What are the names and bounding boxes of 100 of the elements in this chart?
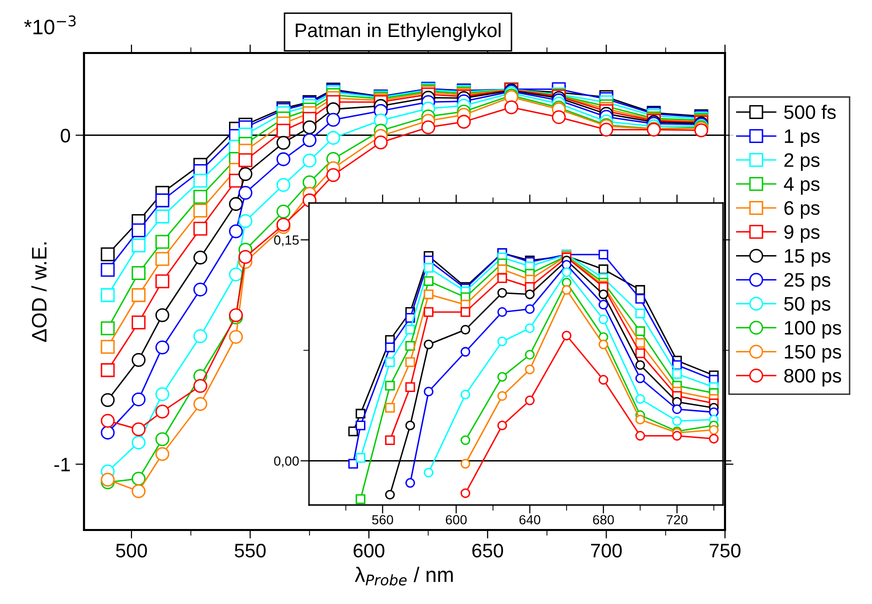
point — [238, 167, 252, 182]
point — [238, 186, 252, 200]
point — [302, 175, 316, 190]
point — [524, 304, 535, 314]
point — [155, 234, 170, 249]
point — [635, 360, 646, 370]
legend-label: 2 ps — [784, 153, 820, 171]
point — [635, 414, 646, 424]
point — [132, 472, 146, 486]
point — [497, 420, 508, 430]
y-axis-title: ΔOD / w.E. — [31, 242, 47, 342]
legend-label: 4 ps — [784, 177, 820, 195]
legend-label: 25 ps — [784, 273, 830, 291]
point — [276, 152, 290, 166]
point — [524, 396, 535, 406]
point — [405, 382, 416, 392]
point — [497, 264, 508, 274]
point — [132, 238, 146, 252]
point — [100, 321, 115, 336]
point — [132, 266, 146, 280]
point — [238, 250, 252, 264]
point — [385, 342, 395, 352]
point — [405, 341, 416, 351]
point — [562, 330, 572, 340]
point — [424, 386, 434, 396]
point — [155, 274, 170, 288]
legend-label: 1 ps — [784, 129, 820, 147]
point — [424, 262, 434, 273]
point — [155, 432, 170, 446]
point — [132, 484, 146, 498]
x-tick-label: 640 — [519, 515, 540, 524]
point — [193, 397, 208, 411]
point — [356, 452, 366, 463]
point — [385, 435, 395, 446]
legend-label: 50 ps — [784, 296, 830, 315]
point — [635, 285, 646, 295]
point — [276, 204, 290, 219]
point — [132, 436, 146, 450]
point — [635, 348, 646, 358]
point — [228, 330, 243, 344]
point — [460, 458, 470, 469]
x-tick-label: 550 — [234, 544, 266, 558]
point — [524, 323, 535, 334]
point — [228, 197, 243, 211]
point — [672, 416, 682, 426]
y-tick-label: 0,00 — [274, 456, 299, 468]
point — [155, 193, 170, 208]
legend-label: 100 ps — [784, 320, 842, 339]
point — [193, 190, 208, 204]
point — [155, 447, 170, 461]
point — [193, 282, 208, 296]
point — [385, 357, 395, 367]
x-tick-label: 500 — [116, 544, 147, 558]
legend-label: 800 ps — [784, 368, 842, 386]
point — [238, 214, 252, 228]
point — [635, 294, 646, 304]
point — [598, 250, 608, 260]
legend-label: 6 ps — [784, 201, 820, 219]
point — [155, 404, 170, 419]
point — [524, 364, 535, 374]
x-tick-label: 560 — [372, 515, 394, 524]
point — [193, 250, 208, 265]
point — [228, 267, 243, 282]
point — [599, 122, 614, 137]
point — [100, 393, 115, 408]
point — [424, 307, 434, 317]
point — [155, 340, 170, 354]
point — [356, 408, 366, 419]
point — [132, 422, 146, 436]
point — [456, 114, 471, 129]
point — [460, 488, 470, 498]
point — [635, 308, 646, 318]
point — [635, 430, 646, 441]
point — [100, 262, 115, 277]
point — [424, 276, 434, 286]
x-tick-label: 650 — [472, 544, 504, 558]
x-tick-label: 750 — [710, 544, 740, 558]
point — [132, 315, 146, 330]
point — [424, 468, 434, 478]
point — [460, 435, 470, 446]
point — [504, 100, 518, 114]
legend-label: 9 ps — [784, 225, 820, 243]
point — [524, 289, 535, 300]
point — [672, 360, 682, 370]
point — [672, 404, 682, 414]
point — [424, 289, 434, 300]
point — [405, 478, 416, 488]
point — [276, 178, 290, 192]
x-tick-label: 700 — [591, 544, 622, 558]
point — [552, 110, 566, 124]
point — [228, 308, 243, 322]
y-tick-label: -1 — [54, 458, 70, 472]
point — [635, 373, 646, 384]
point — [708, 434, 719, 444]
point — [132, 288, 146, 302]
point — [598, 300, 608, 310]
point — [598, 340, 608, 350]
legend-label: 150 ps — [784, 344, 842, 362]
point — [385, 490, 395, 500]
point — [132, 392, 146, 406]
